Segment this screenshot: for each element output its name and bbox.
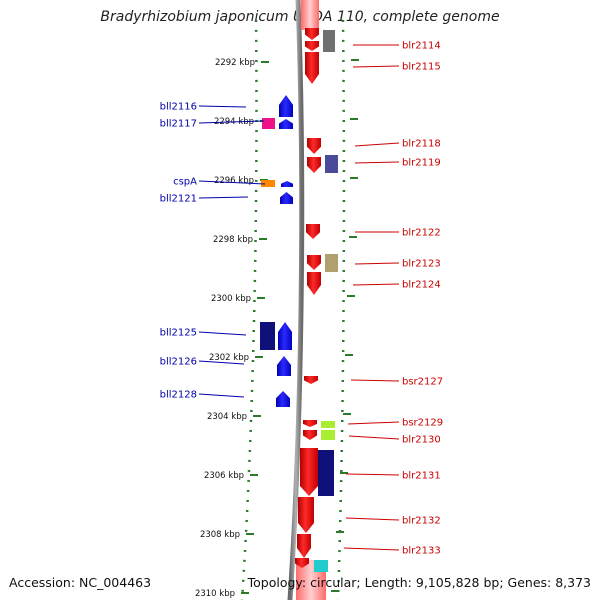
reverse-gene-arrow <box>279 95 293 117</box>
forward-gene-arrow <box>295 558 309 568</box>
guide-line-left <box>240 19 258 600</box>
topology-text: Topology: circular; Length: 9,105,828 bp… <box>247 575 591 590</box>
reverse-gene-leader <box>198 393 245 398</box>
forward-gene-leader <box>352 65 400 68</box>
forward-gene-arrow <box>297 534 311 558</box>
forward-gene-arrow <box>300 448 318 496</box>
forward-gene-arrow <box>307 157 321 173</box>
reverse-gene-arrow <box>277 356 291 376</box>
tick-label: 2308 kbp <box>200 530 240 540</box>
reverse-gene-label: bll2125 <box>160 328 197 339</box>
feature-box-slate <box>325 155 338 173</box>
tick-label: 2306 kbp <box>204 471 244 481</box>
reverse-gene-arrow <box>280 192 293 204</box>
tick-label: 2302 kbp <box>209 353 249 363</box>
reverse-gene-leader <box>198 180 266 185</box>
forward-gene-label: blr2123 <box>402 259 441 270</box>
forward-gene-label: blr2114 <box>402 41 441 52</box>
reverse-gene-leader <box>198 105 247 108</box>
reverse-gene-leader <box>198 331 247 336</box>
feature-box-navy <box>260 322 275 350</box>
forward-gene-leader <box>348 435 400 440</box>
reverse-gene-label: bll2116 <box>160 102 197 113</box>
forward-gene-leader <box>352 283 400 286</box>
reverse-gene-label: bll2121 <box>160 194 197 205</box>
forward-gene-arrow <box>303 430 317 440</box>
tick-label: 2304 kbp <box>207 412 247 422</box>
forward-gene-label: bsr2129 <box>402 418 443 429</box>
gene-layer <box>260 0 338 600</box>
forward-gene-leader <box>354 161 400 164</box>
tick-label: 2296 kbp <box>214 176 254 186</box>
forward-gene-label: blr2118 <box>402 139 441 150</box>
reverse-gene-label: cspA <box>173 177 197 188</box>
accession-text: Accession: NC_004463 <box>9 575 152 590</box>
forward-gene-arrow <box>298 497 314 533</box>
feature-box-gray <box>323 30 335 52</box>
guide-line-right <box>336 19 346 600</box>
reverse-gene-arrow <box>281 181 293 187</box>
forward-gene-arrow <box>304 376 318 384</box>
forward-gene-leader <box>354 142 400 147</box>
forward-gene-arrow <box>305 52 319 84</box>
tick-label: 2298 kbp <box>213 235 253 245</box>
feature-box-navy <box>318 450 334 496</box>
feature-box-lime <box>321 430 335 440</box>
reverse-gene-leader <box>198 196 249 199</box>
tick-label: 2310 kbp <box>195 589 235 599</box>
reverse-gene-label: bll2126 <box>160 357 197 368</box>
forward-gene-label: blr2133 <box>402 546 441 557</box>
forward-gene-arrow <box>305 41 319 51</box>
forward-strand-shade <box>301 0 319 30</box>
forward-gene-label: blr2124 <box>402 280 441 291</box>
forward-gene-label: blr2132 <box>402 516 441 527</box>
feature-box-magenta <box>262 118 275 129</box>
forward-gene-label: blr2122 <box>402 228 441 239</box>
forward-gene-label: blr2115 <box>402 62 441 73</box>
tick-label: 2292 kbp <box>215 58 255 68</box>
forward-gene-label: blr2131 <box>402 471 441 482</box>
reverse-gene-label: bll2117 <box>160 119 197 130</box>
forward-gene-leader <box>347 421 400 425</box>
label-layer: blr2114 blr2115 blr2118 blr2119 blr2122 blr21… <box>160 41 443 557</box>
forward-gene-arrow <box>307 272 321 295</box>
forward-gene-label: blr2119 <box>402 158 441 169</box>
reverse-gene-leader <box>198 360 245 365</box>
forward-gene-arrow <box>303 420 317 427</box>
forward-gene-arrow <box>307 138 321 154</box>
forward-gene-arrow <box>305 28 319 40</box>
forward-gene-leader <box>345 473 400 476</box>
tick-label: 2300 kbp <box>211 294 251 304</box>
feature-box-khaki <box>325 254 338 272</box>
forward-gene-label: blr2130 <box>402 435 441 446</box>
forward-gene-leader <box>343 547 400 551</box>
dna-backbone <box>287 0 305 600</box>
forward-gene-leader <box>354 262 400 265</box>
forward-gene-label: bsr2127 <box>402 377 443 388</box>
reverse-gene-label: bll2128 <box>160 390 197 401</box>
reverse-gene-leader <box>198 120 265 124</box>
forward-gene-leader <box>350 379 400 382</box>
reverse-gene-arrow <box>276 391 290 407</box>
forward-gene-arrow <box>306 224 320 239</box>
forward-gene-leader <box>345 517 400 521</box>
forward-gene-arrow <box>307 255 321 270</box>
feature-box-cyan <box>314 560 328 572</box>
reverse-gene-arrow <box>278 322 292 350</box>
feature-box-orange <box>261 180 275 187</box>
feature-box-lime <box>321 421 335 428</box>
reverse-gene-arrow <box>279 119 293 129</box>
